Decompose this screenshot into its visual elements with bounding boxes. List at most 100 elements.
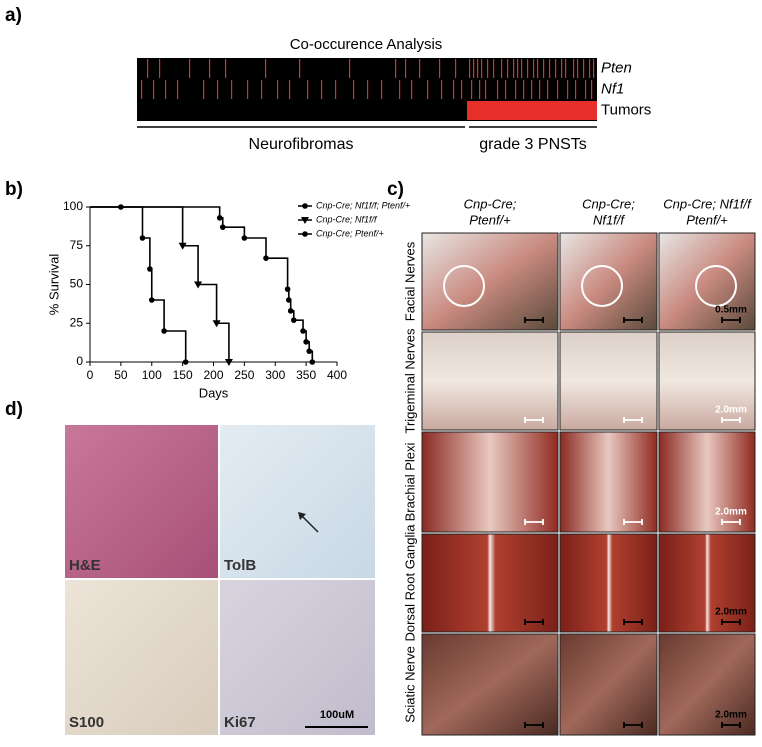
highlight-ring	[581, 265, 623, 307]
highlight-ring	[443, 265, 485, 307]
mutation-mark	[533, 59, 535, 78]
data-marker	[118, 204, 124, 210]
row-label: Dorsal Root Ganglia	[402, 524, 417, 642]
data-marker	[194, 281, 203, 289]
scale-bar	[721, 619, 741, 625]
stain-label: TolB	[224, 557, 256, 574]
mutation-mark	[497, 80, 499, 99]
legend-label: Cnp-Cre; Nf1f/f	[316, 214, 378, 224]
group-label: grade 3 PNSTs	[479, 136, 587, 153]
column-header: Ptenf/+	[469, 212, 511, 227]
group-label: Neurofibromas	[249, 136, 354, 153]
photo	[559, 633, 658, 736]
mutation-mark	[493, 59, 495, 78]
data-marker	[182, 359, 189, 365]
legend-marker	[301, 217, 309, 224]
data-marker	[286, 297, 292, 303]
arrow-head	[298, 512, 306, 520]
mutation-mark	[453, 80, 455, 99]
photo	[559, 431, 658, 533]
data-marker	[303, 339, 309, 345]
mutation-mark	[487, 59, 489, 78]
scale-bar	[524, 519, 544, 525]
mutation-mark	[177, 80, 179, 99]
data-marker	[284, 286, 291, 292]
row-label: Tumors	[601, 101, 651, 118]
scale-label: 2.0mm	[715, 507, 747, 518]
x-tick-label: 50	[114, 368, 128, 382]
photo	[658, 533, 756, 633]
mutation-mark	[349, 59, 351, 78]
panel-label: d)	[5, 399, 23, 420]
scale-label: 0.5mm	[715, 305, 747, 316]
x-tick-label: 100	[142, 368, 162, 382]
data-marker	[241, 235, 248, 241]
mutation-mark	[335, 80, 337, 99]
data-marker	[139, 235, 146, 241]
mutation-mark	[147, 59, 149, 78]
photo	[421, 533, 559, 633]
mutation-mark	[573, 59, 575, 78]
scale-bar	[524, 619, 544, 625]
scale-label: 2.0mm	[715, 607, 747, 618]
photo	[421, 232, 559, 331]
mutation-mark	[555, 59, 557, 78]
scale-bar	[623, 619, 643, 625]
data-marker	[309, 359, 316, 365]
mutation-mark	[527, 59, 529, 78]
mutation-mark	[405, 59, 407, 78]
mutation-mark	[537, 59, 539, 78]
data-marker	[219, 224, 226, 230]
mutation-mark	[557, 80, 559, 99]
mutation-mark	[367, 80, 369, 99]
x-tick-label: 0	[87, 368, 94, 382]
heatmap-title: Co-occurence Analysis	[290, 36, 443, 53]
mutation-mark	[479, 80, 481, 99]
scale-label: 100uM	[320, 709, 354, 721]
mutation-mark	[589, 59, 591, 78]
mutation-mark	[153, 80, 155, 99]
data-marker	[306, 348, 313, 354]
mutation-mark	[439, 59, 441, 78]
scale-bar	[721, 722, 741, 728]
scale-label: 2.0mm	[715, 710, 747, 721]
highlight-ring	[695, 265, 737, 307]
photo	[559, 331, 658, 431]
panel-label: c)	[387, 179, 404, 200]
scale-bar	[721, 417, 741, 423]
row-label: Sciatic Nerve	[402, 646, 417, 723]
mutation-mark	[531, 80, 533, 99]
mutation-mark	[485, 80, 487, 99]
row-label: Trigeminal Nerves	[402, 328, 417, 433]
tumor-grade-band	[467, 101, 597, 120]
scale-bar	[721, 519, 741, 525]
mutation-mark	[521, 59, 523, 78]
mutation-mark	[549, 59, 551, 78]
mutation-mark	[399, 80, 401, 99]
mutation-mark	[427, 80, 429, 99]
photo	[421, 331, 559, 431]
x-tick-label: 200	[203, 368, 223, 382]
column-header: Cnp-Cre; Nf1f/f	[663, 196, 752, 211]
mutation-mark	[353, 80, 355, 99]
photo	[658, 331, 756, 431]
mutation-mark	[159, 59, 161, 78]
mutation-mark	[189, 59, 191, 78]
legend-marker	[302, 203, 308, 209]
mutation-mark	[231, 80, 233, 99]
mutation-mark	[217, 80, 219, 99]
mutation-mark	[247, 80, 249, 99]
x-tick-label: 300	[265, 368, 285, 382]
mutation-mark	[505, 80, 507, 99]
data-marker	[178, 242, 187, 250]
scale-bar	[721, 317, 741, 323]
column-header: Nf1f/f	[593, 212, 625, 227]
column-header: Ptenf/+	[686, 212, 728, 227]
heatmap: Pten Nf1 Tumors Neurofibromas grade 3 PNSTs	[137, 58, 651, 153]
data-marker	[148, 297, 155, 303]
scale-bar	[623, 317, 643, 323]
mutation-mark	[585, 80, 587, 99]
photo	[658, 232, 756, 331]
panel-label: a)	[5, 5, 22, 26]
